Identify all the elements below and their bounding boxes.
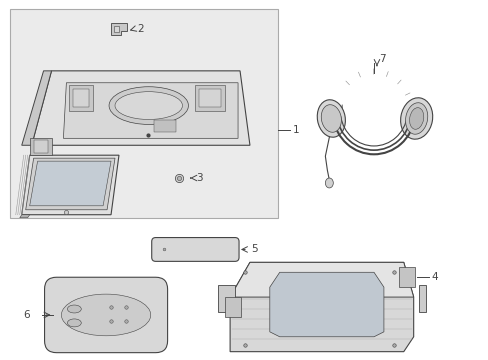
FancyBboxPatch shape — [10, 9, 277, 218]
Polygon shape — [111, 23, 127, 35]
Polygon shape — [21, 71, 51, 145]
Ellipse shape — [409, 108, 423, 129]
Polygon shape — [230, 262, 413, 352]
Ellipse shape — [405, 103, 427, 134]
Polygon shape — [30, 161, 111, 206]
Text: 7: 7 — [378, 54, 385, 64]
Polygon shape — [30, 138, 51, 155]
Polygon shape — [34, 140, 47, 153]
Polygon shape — [341, 105, 342, 126]
Ellipse shape — [67, 319, 81, 327]
Text: 6: 6 — [24, 310, 30, 320]
Polygon shape — [224, 297, 241, 317]
Polygon shape — [21, 155, 119, 215]
Polygon shape — [195, 85, 224, 111]
Ellipse shape — [115, 92, 182, 120]
Polygon shape — [63, 83, 238, 138]
Polygon shape — [230, 262, 413, 297]
Polygon shape — [69, 85, 93, 111]
Polygon shape — [398, 267, 414, 287]
Ellipse shape — [321, 105, 341, 132]
Polygon shape — [418, 285, 425, 312]
Polygon shape — [218, 285, 235, 312]
Ellipse shape — [325, 178, 333, 188]
Ellipse shape — [67, 305, 81, 313]
Ellipse shape — [400, 98, 432, 139]
Text: 1: 1 — [292, 125, 299, 135]
Polygon shape — [269, 272, 383, 337]
Text: 4: 4 — [431, 272, 437, 282]
FancyBboxPatch shape — [151, 238, 239, 261]
Polygon shape — [114, 26, 119, 32]
Polygon shape — [73, 89, 89, 107]
Polygon shape — [26, 158, 115, 210]
FancyBboxPatch shape — [44, 277, 167, 353]
Polygon shape — [153, 121, 175, 132]
Polygon shape — [199, 89, 221, 107]
Text: 2: 2 — [137, 24, 143, 34]
Text: 5: 5 — [250, 244, 257, 255]
Ellipse shape — [61, 294, 150, 336]
Polygon shape — [32, 71, 249, 145]
Text: 3: 3 — [196, 173, 203, 183]
Ellipse shape — [317, 100, 345, 137]
Polygon shape — [20, 215, 30, 218]
Ellipse shape — [109, 87, 188, 125]
